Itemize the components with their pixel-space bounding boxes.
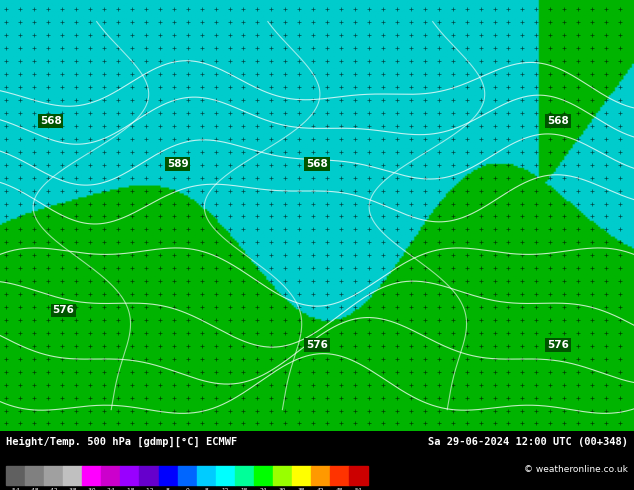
Text: -18: -18: [126, 488, 134, 490]
Text: -54: -54: [11, 488, 21, 490]
Text: 24: 24: [259, 488, 267, 490]
Text: 589: 589: [167, 159, 188, 169]
Text: 576: 576: [306, 340, 328, 350]
Bar: [349, 466, 368, 485]
Bar: [44, 466, 63, 485]
Text: -48: -48: [30, 488, 40, 490]
Bar: [139, 466, 158, 485]
Text: -24: -24: [106, 488, 116, 490]
Text: Height/Temp. 500 hPa [gdmp][°C] ECMWF: Height/Temp. 500 hPa [gdmp][°C] ECMWF: [6, 437, 238, 447]
Text: 568: 568: [547, 116, 569, 126]
Text: 576: 576: [547, 340, 569, 350]
Text: 568: 568: [40, 116, 61, 126]
Text: 42: 42: [316, 488, 324, 490]
Text: 18: 18: [240, 488, 248, 490]
Bar: [311, 466, 330, 485]
Bar: [330, 466, 349, 485]
Text: 12: 12: [221, 488, 229, 490]
Text: 576: 576: [53, 305, 74, 316]
Text: Sa 29-06-2024 12:00 UTC (00+348): Sa 29-06-2024 12:00 UTC (00+348): [428, 437, 628, 447]
Bar: [178, 466, 197, 485]
Text: 54: 54: [354, 488, 362, 490]
Bar: [63, 466, 82, 485]
Bar: [120, 466, 139, 485]
Bar: [101, 466, 120, 485]
Bar: [292, 466, 311, 485]
Text: 48: 48: [335, 488, 343, 490]
Bar: [235, 466, 254, 485]
Bar: [158, 466, 178, 485]
Bar: [82, 466, 101, 485]
Bar: [197, 466, 216, 485]
Text: -42: -42: [49, 488, 59, 490]
Bar: [6, 466, 25, 485]
Text: 8: 8: [204, 488, 208, 490]
Text: 0: 0: [185, 488, 189, 490]
Bar: [25, 466, 44, 485]
Text: © weatheronline.co.uk: © weatheronline.co.uk: [524, 466, 628, 474]
Text: -38: -38: [68, 488, 78, 490]
Text: 30: 30: [278, 488, 286, 490]
Text: -8: -8: [165, 488, 171, 490]
Text: 568: 568: [306, 159, 328, 169]
Text: 38: 38: [297, 488, 305, 490]
Bar: [273, 466, 292, 485]
Bar: [216, 466, 235, 485]
Text: -30: -30: [87, 488, 97, 490]
Bar: [254, 466, 273, 485]
Text: -12: -12: [145, 488, 153, 490]
